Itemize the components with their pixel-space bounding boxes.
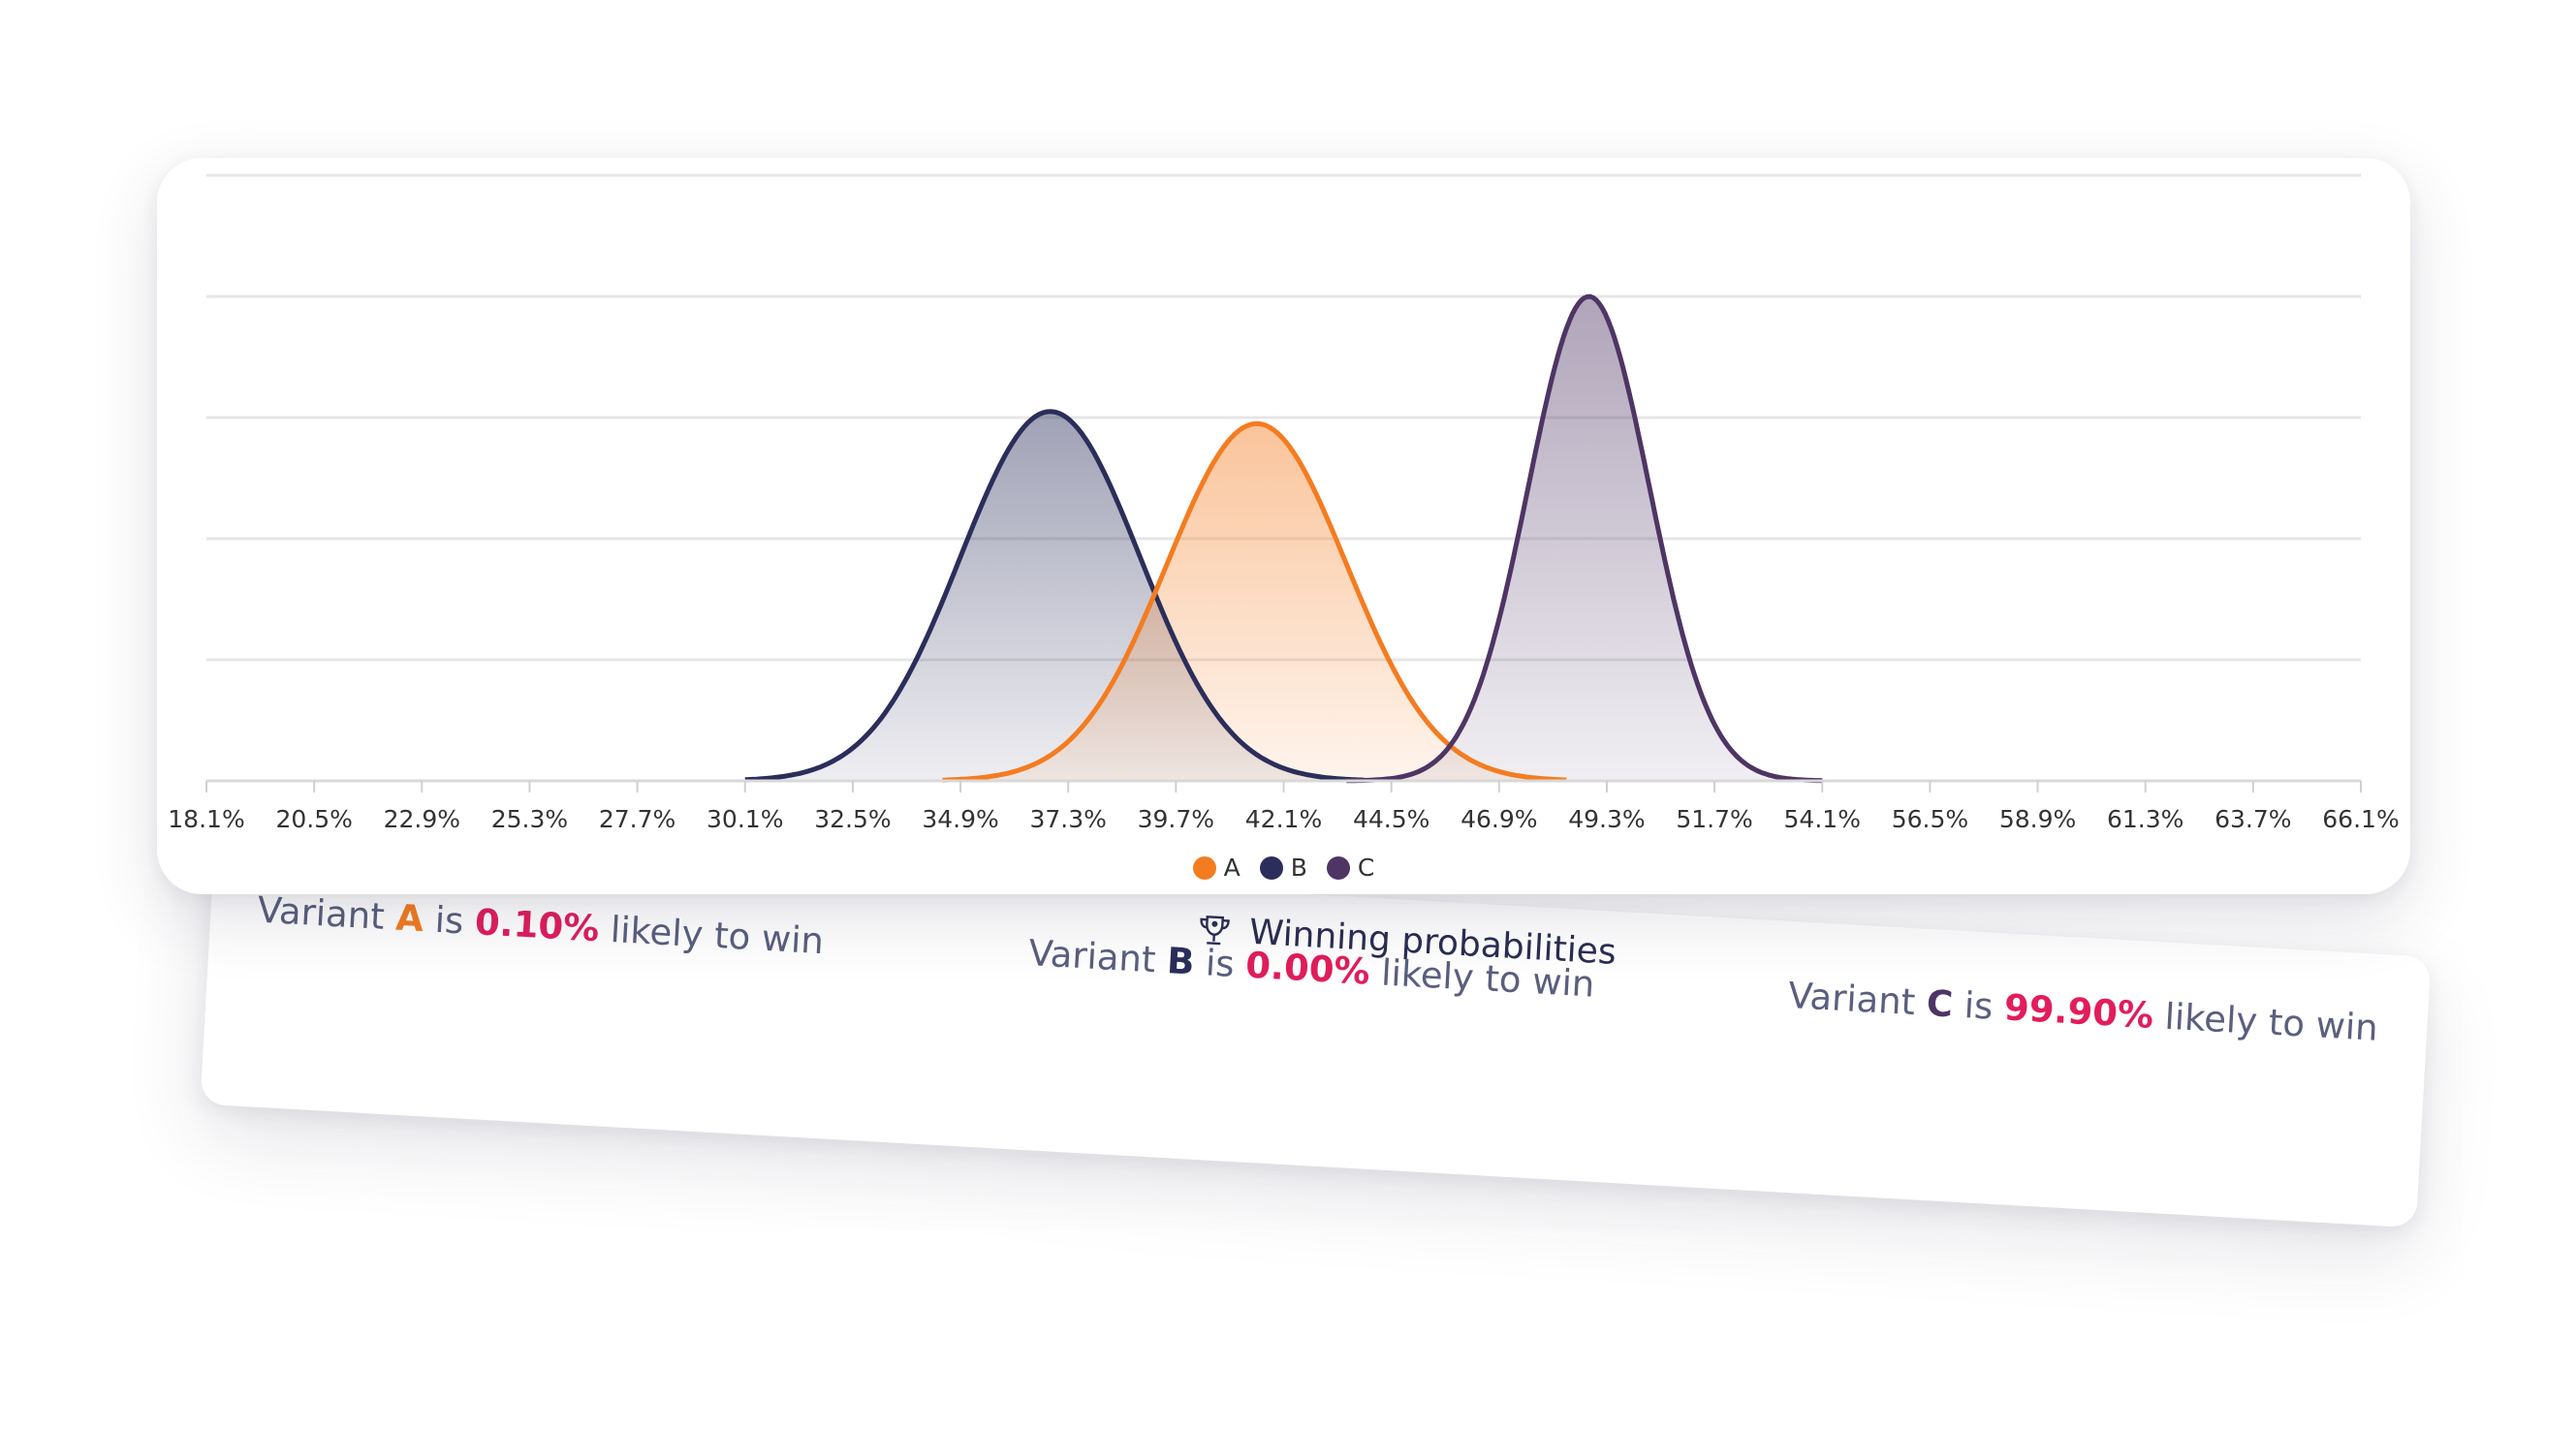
area-layer bbox=[744, 296, 1823, 781]
x-tick-label: 54.1% bbox=[1784, 805, 1861, 833]
x-tick-label: 22.9% bbox=[384, 805, 460, 833]
legend-label-b: B bbox=[1290, 854, 1307, 882]
x-tick-label: 34.9% bbox=[922, 805, 998, 833]
x-tick-label: 56.5% bbox=[1892, 805, 1968, 833]
grid-layer bbox=[206, 173, 2361, 662]
distribution-chart: 18.1% 20.5% 22.9% 25.3% 27.7% 30.1% 32.5% 34.9%… bbox=[168, 173, 2400, 833]
series-area-b bbox=[744, 411, 1365, 781]
x-axis: 18.1% 20.5% 22.9% 25.3% 27.7% 30.1% 32.5% 34.9%… bbox=[168, 779, 2400, 833]
variant-word: Variant bbox=[256, 888, 386, 938]
chart-legend: A B C bbox=[157, 854, 2410, 882]
x-tick-label: 49.3% bbox=[1568, 805, 1645, 833]
x-tick-label: 37.3% bbox=[1029, 805, 1106, 833]
x-tick-label: 18.1% bbox=[168, 805, 244, 833]
variant-word: Variant bbox=[1027, 932, 1157, 981]
legend-item-a[interactable]: A bbox=[1192, 854, 1241, 882]
legend-dot-b bbox=[1259, 855, 1283, 880]
x-tick-label: 20.5% bbox=[275, 805, 352, 833]
series-area-c bbox=[1346, 296, 1823, 781]
x-tick-label: 44.5% bbox=[1353, 805, 1429, 833]
trophy-icon bbox=[1200, 915, 1230, 945]
winning-probabilities-title: Winning probabilities bbox=[1194, 910, 1618, 973]
is-word: is bbox=[433, 898, 465, 943]
variant-word: Variant bbox=[1786, 974, 1917, 1024]
x-tick-label: 51.7% bbox=[1676, 805, 1752, 833]
x-tick-label: 25.3% bbox=[491, 805, 568, 833]
legend-item-b[interactable]: B bbox=[1259, 854, 1307, 882]
is-word: is bbox=[1963, 984, 1995, 1028]
x-tick-label: 30.1% bbox=[707, 805, 783, 833]
distribution-chart-card: 18.1% 20.5% 22.9% 25.3% 27.7% 30.1% 32.5% 34.9%… bbox=[157, 158, 2410, 894]
x-tick-label: 61.3% bbox=[2107, 805, 2183, 833]
x-tick-label: 46.9% bbox=[1461, 805, 1537, 833]
line-layer bbox=[744, 294, 1823, 784]
variant-letter-b: B bbox=[1165, 940, 1196, 983]
series-area-a bbox=[942, 423, 1567, 781]
series-line-b bbox=[744, 409, 1366, 783]
winning-probabilities-card: Winning probabilities Variant A is 0.10%… bbox=[200, 833, 2432, 1228]
likely-to-win-text: likely to win bbox=[2163, 995, 2379, 1049]
probability-item-a: Variant A is 0.10% likely to win bbox=[256, 889, 825, 963]
legend-dot-c bbox=[1326, 855, 1350, 880]
percent-c: 99.90% bbox=[2002, 986, 2155, 1037]
variant-letter-c: C bbox=[1925, 981, 1955, 1026]
series-line-a bbox=[942, 420, 1567, 783]
variant-letter-a: A bbox=[394, 896, 425, 941]
is-word: is bbox=[1204, 942, 1236, 985]
x-tick-label: 27.7% bbox=[599, 805, 675, 833]
legend-item-c[interactable]: C bbox=[1326, 854, 1375, 882]
x-tick-label: 42.1% bbox=[1245, 805, 1322, 833]
series-line-c bbox=[1346, 294, 1823, 784]
likely-to-win-text: likely to win bbox=[609, 908, 826, 963]
x-tick-label: 58.9% bbox=[1999, 805, 2076, 833]
probability-item-c: Variant C is 99.90% likely to win bbox=[1787, 975, 2379, 1049]
x-tick-label: 66.1% bbox=[2322, 805, 2399, 833]
legend-dot-a bbox=[1192, 855, 1216, 880]
x-tick-label: 63.7% bbox=[2215, 805, 2291, 833]
legend-label-c: C bbox=[1357, 854, 1375, 882]
x-tick-label: 39.7% bbox=[1138, 805, 1214, 833]
percent-a: 0.10% bbox=[473, 901, 601, 950]
percent-b: 0.00% bbox=[1244, 944, 1371, 993]
legend-label-a: A bbox=[1223, 854, 1241, 882]
x-tick-label: 32.5% bbox=[814, 805, 891, 833]
